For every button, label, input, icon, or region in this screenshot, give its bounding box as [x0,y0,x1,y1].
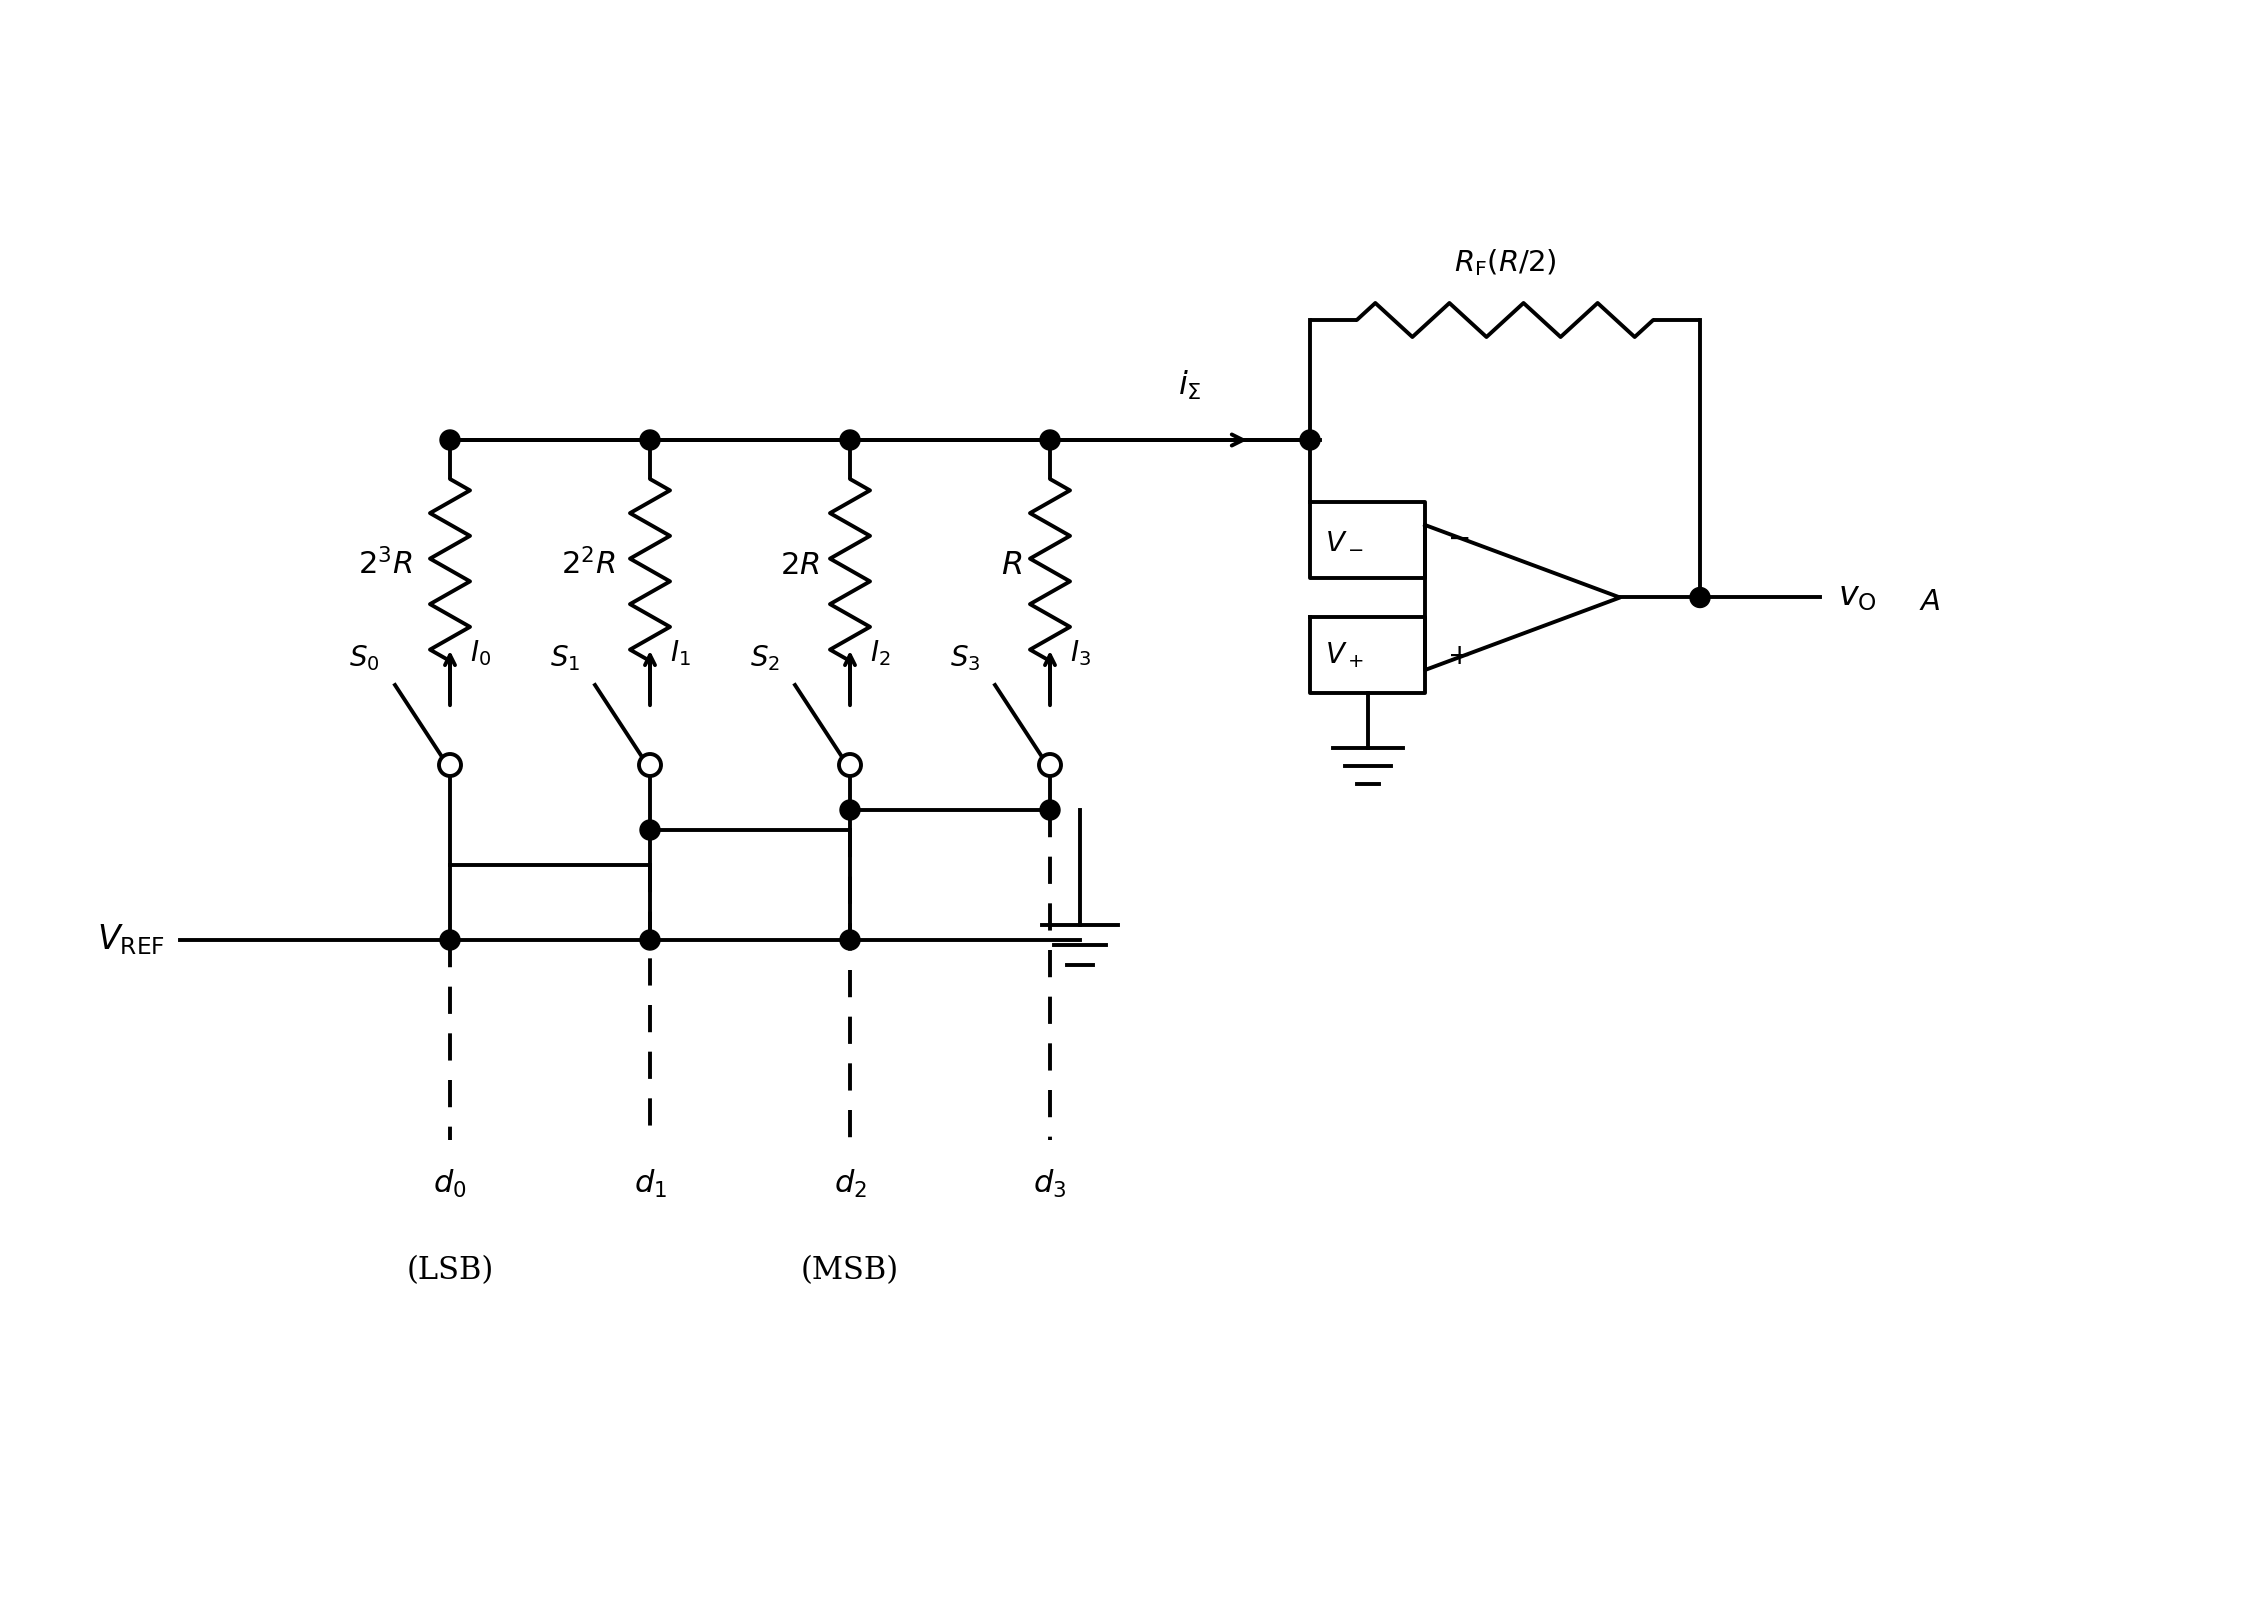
Circle shape [839,930,860,949]
Text: $i_{\Sigma}$: $i_{\Sigma}$ [1178,369,1202,402]
Text: $d_0$: $d_0$ [433,1168,467,1200]
Text: $I_1$: $I_1$ [670,638,690,667]
Text: $S_1$: $S_1$ [550,643,580,672]
Text: (LSB): (LSB) [406,1256,494,1286]
Circle shape [440,930,460,949]
Text: $R_{\rm F}(R/2)$: $R_{\rm F}(R/2)$ [1453,248,1557,279]
Text: $2^2R$: $2^2R$ [559,549,616,582]
Text: $V_+$: $V_+$ [1324,640,1365,671]
Text: $V_{\rm REF}$: $V_{\rm REF}$ [97,923,165,957]
Text: $+$: $+$ [1446,643,1469,671]
Text: $S_3$: $S_3$ [950,643,979,672]
Text: $S_0$: $S_0$ [350,643,379,672]
Text: $V_-$: $V_-$ [1324,526,1365,554]
Circle shape [839,800,860,820]
Circle shape [1040,429,1060,450]
Text: $2R$: $2R$ [781,549,819,580]
Circle shape [440,429,460,450]
Circle shape [641,429,661,450]
Text: $A$: $A$ [1920,588,1940,617]
Circle shape [1040,753,1060,776]
Circle shape [641,930,661,949]
Circle shape [638,753,661,776]
Text: $I_3$: $I_3$ [1069,638,1092,667]
Circle shape [839,753,862,776]
Circle shape [1690,588,1710,608]
Text: $d_1$: $d_1$ [634,1168,666,1200]
Text: $-$: $-$ [1446,525,1469,551]
Circle shape [839,429,860,450]
Circle shape [1040,800,1060,820]
Text: $R$: $R$ [1002,549,1022,580]
Circle shape [440,753,460,776]
Circle shape [1299,429,1320,450]
Text: $v_{\rm O}$: $v_{\rm O}$ [1839,582,1877,614]
Text: $2^3R$: $2^3R$ [356,549,413,582]
Circle shape [641,820,661,841]
Text: $d_3$: $d_3$ [1033,1168,1067,1200]
Text: $S_2$: $S_2$ [749,643,781,672]
Text: (MSB): (MSB) [801,1256,900,1286]
Text: $d_2$: $d_2$ [832,1168,866,1200]
Text: $I_0$: $I_0$ [469,638,492,667]
Text: $I_2$: $I_2$ [871,638,891,667]
